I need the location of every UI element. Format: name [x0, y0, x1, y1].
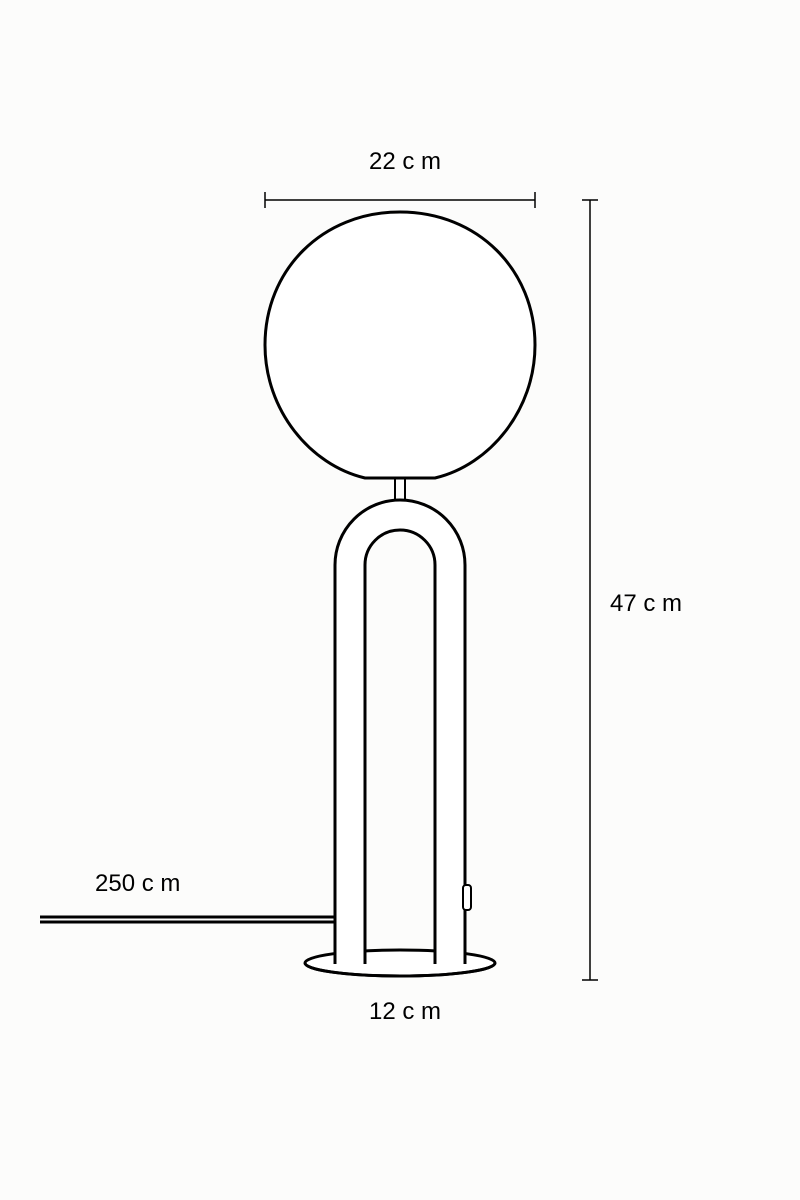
- label-base-width: 12 c m: [355, 998, 455, 1026]
- lamp-switch: [463, 885, 471, 910]
- lamp-neck: [375, 478, 425, 500]
- lamp-base-plate: [305, 948, 495, 976]
- label-globe-width: 22 c m: [355, 148, 455, 176]
- lamp-globe: [265, 212, 535, 478]
- label-cord-length: 250 c m: [95, 870, 180, 898]
- lamp-dimension-diagram: 22 c m 12 c m 47 c m 250 c m: [0, 0, 800, 1200]
- right-dimension-line: [582, 200, 598, 980]
- label-height: 47 c m: [610, 590, 682, 618]
- lamp-arch-body: [335, 500, 465, 960]
- lamp-cord: [40, 917, 335, 922]
- top-dimension-line: [265, 192, 535, 208]
